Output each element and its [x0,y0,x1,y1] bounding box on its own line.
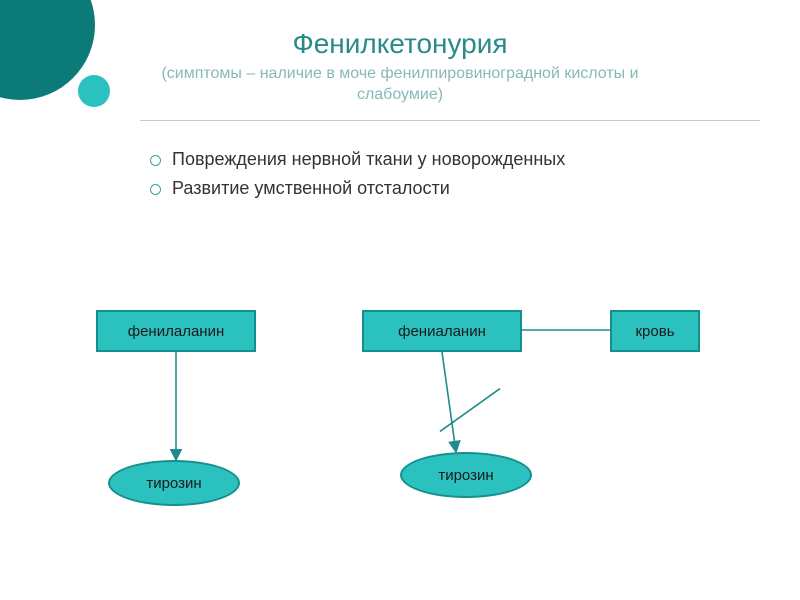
page-title: Фенилкетонурия [0,28,800,60]
flowchart: фенилаланин фениаланин кровь тирозин тирозин [0,270,800,600]
bullet-list: Повреждения нервной ткани у новорожденны… [150,149,800,199]
flowchart-node-n1: фенилаланин [96,310,256,352]
flowchart-node-n3: кровь [610,310,700,352]
title-divider [140,120,760,121]
page-subtitle: (симптомы – наличие в моче фенилпировино… [0,64,800,106]
flowchart-node-n5: тирозин [400,452,532,498]
title-block: Фенилкетонурия (симптомы – наличие в моч… [0,0,800,120]
list-item: Повреждения нервной ткани у новорожденны… [150,149,800,170]
flowchart-node-n4: тирозин [108,460,240,506]
corner-decoration-small [78,75,110,107]
flowchart-node-n2: фениаланин [362,310,522,352]
list-item: Развитие умственной отсталости [150,178,800,199]
